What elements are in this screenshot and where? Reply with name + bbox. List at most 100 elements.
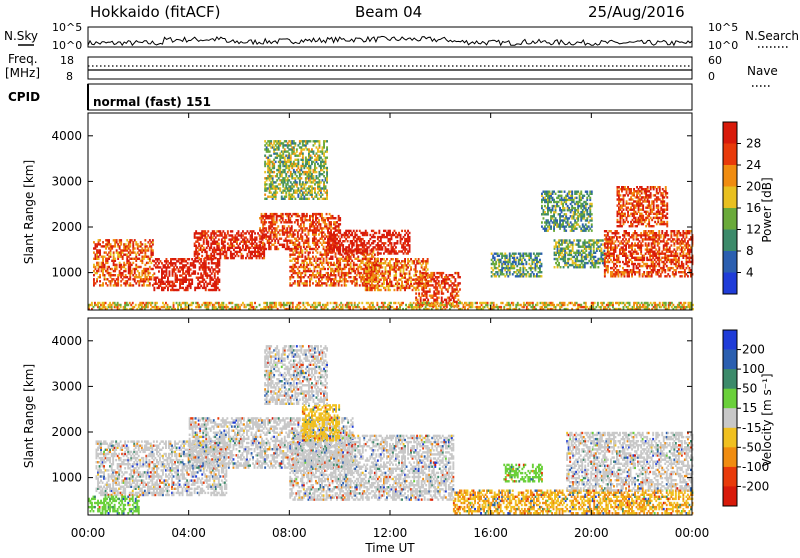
range-time-cell xyxy=(604,273,606,275)
range-time-cell xyxy=(292,276,294,278)
range-time-cell xyxy=(663,221,665,223)
range-time-cell xyxy=(426,295,428,297)
range-time-cell xyxy=(634,263,636,265)
range-time-cell xyxy=(187,289,189,291)
range-time-cell xyxy=(639,269,641,271)
range-time-cell xyxy=(515,253,517,255)
range-time-cell xyxy=(383,281,385,283)
range-time-cell xyxy=(397,289,399,291)
range-time-cell xyxy=(630,188,632,190)
range-time-cell xyxy=(105,247,107,249)
range-time-cell xyxy=(653,225,655,227)
range-time-cell xyxy=(445,301,447,303)
range-time-cell xyxy=(436,299,438,301)
range-time-cell xyxy=(380,252,382,254)
range-time-cell xyxy=(225,236,227,238)
range-time-cell xyxy=(206,277,208,279)
range-time-cell xyxy=(608,261,610,263)
range-time-cell xyxy=(374,236,376,238)
range-time-cell xyxy=(427,260,429,262)
range-time-cell xyxy=(120,284,122,286)
range-time-cell xyxy=(409,240,411,242)
range-time-cell xyxy=(135,282,137,284)
range-time-cell xyxy=(389,260,391,262)
range-time-cell xyxy=(360,240,362,242)
range-time-cell xyxy=(425,264,427,266)
range-time-cell xyxy=(666,202,668,204)
range-time-cell xyxy=(147,256,149,258)
range-time-cell xyxy=(264,246,266,248)
range-time-cell xyxy=(378,268,380,270)
range-time-cell xyxy=(676,253,678,255)
range-time-cell xyxy=(560,266,562,268)
range-time-cell xyxy=(663,211,665,213)
range-time-cell xyxy=(441,299,443,301)
range-time-cell xyxy=(311,258,313,260)
range-time-cell xyxy=(225,253,227,255)
range-time-cell xyxy=(618,273,620,275)
range-time-cell xyxy=(93,241,95,243)
range-time-cell xyxy=(689,259,691,261)
range-time-cell xyxy=(525,253,527,255)
range-time-cell xyxy=(491,267,493,269)
range-time-cell xyxy=(138,254,140,256)
range-time-cell xyxy=(219,257,221,259)
range-time-cell xyxy=(615,244,617,246)
range-time-cell xyxy=(635,217,637,219)
range-time-cell xyxy=(114,243,116,245)
range-time-cell xyxy=(620,219,622,221)
range-time-cell xyxy=(315,249,317,251)
range-time-cell xyxy=(200,258,202,260)
range-time-cell xyxy=(509,273,511,275)
range-time-cell xyxy=(208,266,210,268)
range-time-cell xyxy=(320,223,322,225)
range-time-cell xyxy=(350,230,352,232)
range-time-cell xyxy=(418,276,420,278)
range-time-cell xyxy=(531,271,533,273)
range-time-cell xyxy=(166,258,168,260)
range-time-cell xyxy=(335,274,337,276)
range-time-cell xyxy=(295,249,297,251)
range-time-cell xyxy=(339,250,341,252)
range-time-cell xyxy=(618,255,620,257)
range-time-cell xyxy=(429,290,431,292)
range-time-cell xyxy=(381,246,383,248)
range-time-cell xyxy=(164,277,166,279)
range-time-cell xyxy=(215,236,217,238)
range-time-cell xyxy=(557,266,559,268)
range-time-cell xyxy=(140,266,142,268)
range-time-cell xyxy=(404,289,406,291)
range-time-cell xyxy=(418,278,420,280)
range-time-cell xyxy=(241,249,243,251)
range-time-cell xyxy=(648,219,650,221)
range-time-cell xyxy=(326,258,328,260)
range-time-cell xyxy=(102,258,104,260)
range-time-cell xyxy=(138,272,140,274)
range-time-cell xyxy=(597,266,599,268)
range-time-cell xyxy=(394,285,396,287)
range-time-cell xyxy=(218,260,220,262)
range-time-cell xyxy=(642,215,644,217)
range-time-cell xyxy=(238,255,240,257)
range-time-cell xyxy=(519,253,521,255)
range-time-cell xyxy=(572,246,574,248)
range-time-cell xyxy=(256,257,258,259)
range-time-cell xyxy=(178,289,180,291)
range-time-cell xyxy=(135,254,137,256)
range-time-cell xyxy=(276,221,278,223)
range-time-cell xyxy=(231,234,233,236)
range-time-cell xyxy=(607,269,609,271)
range-time-cell xyxy=(627,194,629,196)
range-time-cell xyxy=(197,272,199,274)
range-time-cell xyxy=(291,249,293,251)
range-time-cell xyxy=(636,232,638,234)
range-time-cell xyxy=(661,230,663,232)
range-time-cell xyxy=(623,209,625,211)
range-time-cell xyxy=(438,290,440,292)
range-time-cell xyxy=(288,246,290,248)
range-time-cell xyxy=(441,274,443,276)
range-time-cell xyxy=(131,270,133,272)
range-time-cell xyxy=(191,281,193,283)
range-time-cell xyxy=(600,248,602,250)
range-time-cell xyxy=(457,290,459,292)
